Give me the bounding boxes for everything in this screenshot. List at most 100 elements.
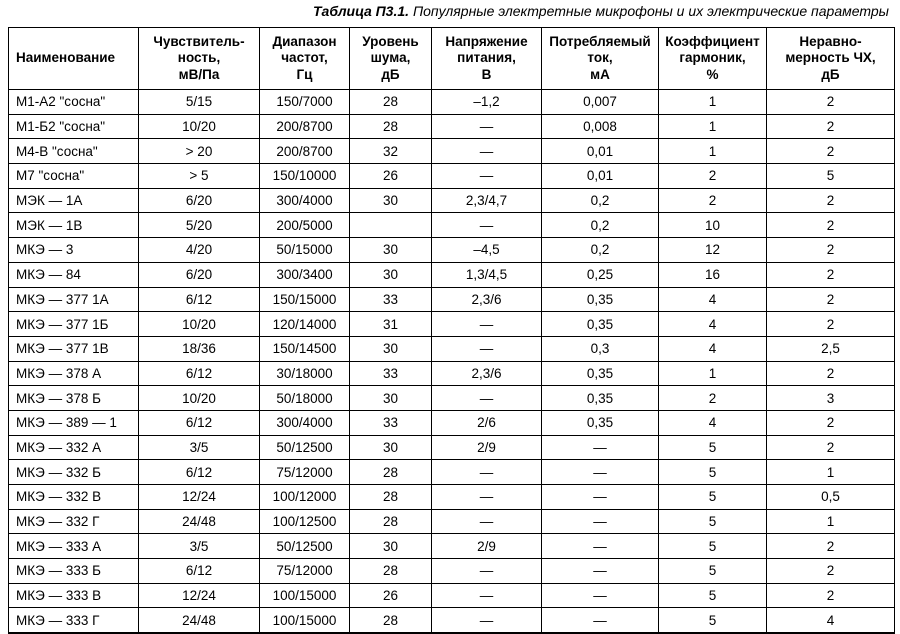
parameter-value-cell: 2 [766, 138, 895, 165]
parameter-value-cell: 5 [658, 607, 767, 634]
microphone-name-cell: МЭК — 1А [8, 187, 139, 214]
parameter-value-cell: 32 [349, 138, 432, 165]
parameter-value-cell: 100/15000 [259, 582, 350, 609]
header-row: Наименование Чувствитель- ность, мВ/Па Д… [8, 27, 895, 90]
parameter-value-cell: 2/9 [431, 533, 542, 560]
parameter-value-cell: 0,2 [541, 237, 659, 263]
parameter-value-cell: 50/18000 [259, 385, 350, 411]
header-name: Наименование [8, 27, 139, 90]
header-current-consumption: Потребляемый ток, мА [541, 27, 659, 90]
parameter-value-cell: 2 [766, 113, 895, 140]
parameter-value-cell: 5 [658, 582, 767, 609]
parameter-value-cell: 0,01 [541, 138, 659, 165]
parameter-value-cell: 300/4000 [259, 409, 350, 436]
parameter-value-cell: 300/4000 [259, 187, 350, 214]
parameter-value-cell: 2 [658, 385, 767, 411]
parameter-value-cell: — [431, 459, 542, 485]
parameter-value-cell: 6/12 [138, 558, 260, 584]
header-frequency-range: Диапазон частот, Гц [259, 27, 350, 90]
header-noise-level: Уровень шума, дБ [349, 27, 432, 90]
parameter-value-cell: 10/20 [138, 113, 260, 140]
parameter-value-cell: 3/5 [138, 533, 260, 560]
parameter-value-cell: — [431, 582, 542, 609]
parameter-value-cell: 2 [766, 187, 895, 214]
parameter-value-cell: 0,2 [541, 212, 659, 239]
microphone-name-cell: МКЭ — 332 А [8, 434, 139, 461]
parameter-value-cell: 50/12500 [259, 434, 350, 461]
parameter-value-cell: 0,35 [541, 286, 659, 313]
parameter-value-cell: 5 [658, 558, 767, 584]
parameter-value-cell: 200/8700 [259, 138, 350, 165]
parameter-value-cell: 0,007 [541, 89, 659, 115]
header-supply-voltage: Напряжение питания, В [431, 27, 542, 90]
table-row: МКЭ — 333 Г 24/48 100/15000 28— —5 4 [8, 607, 895, 634]
parameter-value-cell: 4 [766, 607, 895, 634]
parameter-value-cell: 6/12 [138, 286, 260, 313]
parameter-value-cell: 0,2 [541, 187, 659, 214]
microphone-name-cell: МЭК — 1В [8, 212, 139, 239]
parameter-value-cell: 30 [349, 533, 432, 560]
parameter-value-cell: 300/3400 [259, 261, 350, 288]
parameter-value-cell: 120/14000 [259, 311, 350, 337]
parameter-value-cell: 6/20 [138, 187, 260, 214]
parameter-value-cell: — [431, 311, 542, 337]
parameter-value-cell: 100/12500 [259, 508, 350, 535]
parameter-value-cell: — [431, 558, 542, 584]
parameter-value-cell: 28 [349, 508, 432, 535]
parameter-value-cell: 1 [658, 360, 767, 387]
parameter-value-cell: 5 [658, 508, 767, 535]
table-row: МКЭ — 333 А 3/5 50/12500 30 2/9—5 2 [8, 533, 895, 560]
parameter-value-cell: — [431, 508, 542, 535]
parameter-value-cell: 1,3/4,5 [431, 261, 542, 288]
parameter-value-cell: 10/20 [138, 311, 260, 337]
parameter-value-cell: 24/48 [138, 607, 260, 634]
parameter-value-cell: 33 [349, 286, 432, 313]
microphone-name-cell: МКЭ — 377 1А [8, 286, 139, 313]
parameter-value-cell: — [541, 558, 659, 584]
table-row: М4-В "сосна" > 20 200/8700 32—0,01 1 2 [8, 138, 895, 165]
parameter-value-cell: — [431, 163, 542, 189]
parameter-value-cell: 6/12 [138, 360, 260, 387]
parameter-value-cell: — [541, 607, 659, 634]
parameter-value-cell: — [431, 484, 542, 510]
parameter-value-cell: 75/12000 [259, 558, 350, 584]
parameter-value-cell: — [431, 607, 542, 634]
parameter-value-cell: 1 [658, 138, 767, 165]
parameter-value-cell: > 5 [138, 163, 260, 189]
parameter-value-cell: 28 [349, 607, 432, 634]
parameter-value-cell: 75/12000 [259, 459, 350, 485]
parameter-value-cell: 5 [658, 484, 767, 510]
table-row: МКЭ — 332 Г 24/48 100/12500 28— —5 1 [8, 508, 895, 535]
parameter-value-cell: 4 [658, 335, 767, 362]
parameter-value-cell: 28 [349, 459, 432, 485]
parameter-value-cell: 100/15000 [259, 607, 350, 634]
parameter-value-cell: 10 [658, 212, 767, 239]
microphone-name-cell: МКЭ — 333 А [8, 533, 139, 560]
microphone-name-cell: МКЭ — 332 Б [8, 459, 139, 485]
parameter-value-cell: 1 [658, 113, 767, 140]
table-caption-text: Популярные электретные микрофоны и их эл… [412, 3, 889, 19]
parameter-value-cell: 150/7000 [259, 89, 350, 115]
parameter-value-cell: 0,35 [541, 311, 659, 337]
parameter-value-cell: 2,3/4,7 [431, 187, 542, 214]
parameter-value-cell: 5 [658, 459, 767, 485]
table-row: МКЭ — 378 Б 10/20 50/18000 30—0,35 2 3 [8, 385, 895, 411]
parameter-value-cell: 50/15000 [259, 237, 350, 263]
parameter-value-cell: 2 [766, 558, 895, 584]
parameter-value-cell: — [431, 385, 542, 411]
parameter-value-cell: 28 [349, 89, 432, 115]
table-row: МКЭ — 389 — 1 6/12 300/4000 33 2/6 0,35 4 2 [8, 409, 895, 436]
parameter-value-cell: — [541, 533, 659, 560]
parameter-value-cell: 26 [349, 163, 432, 189]
parameter-value-cell: 0,35 [541, 409, 659, 436]
parameter-value-cell: 3/5 [138, 434, 260, 461]
parameter-value-cell: 4 [658, 311, 767, 337]
parameter-value-cell: 30 [349, 187, 432, 214]
parameter-value-cell: 4/20 [138, 237, 260, 263]
table-caption-number: Таблица П3.1. [313, 3, 410, 19]
parameter-value-cell: 50/12500 [259, 533, 350, 560]
parameter-value-cell: 0,35 [541, 360, 659, 387]
parameter-value-cell: 2 [766, 286, 895, 313]
parameter-value-cell: 1 [766, 508, 895, 535]
microphone-name-cell: МКЭ — 332 В [8, 484, 139, 510]
